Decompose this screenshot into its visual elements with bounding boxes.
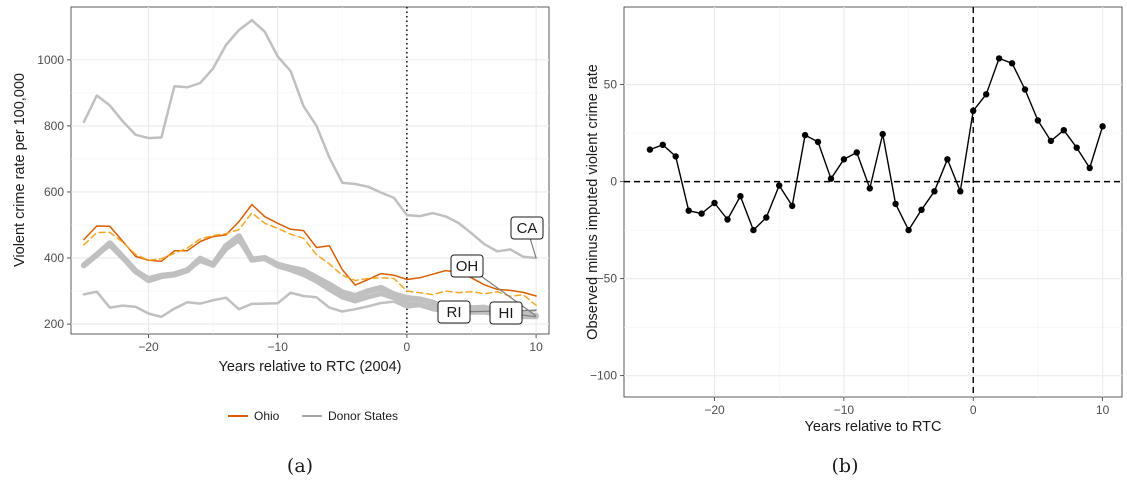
data-point	[698, 210, 705, 217]
y-tick-label: 200	[44, 317, 64, 331]
data-point	[853, 149, 860, 156]
data-point	[840, 156, 848, 163]
x-tick-label: 10	[1096, 403, 1110, 417]
data-point	[1008, 60, 1016, 67]
data-point	[724, 216, 731, 223]
panel-b-caption: (b)	[832, 455, 859, 477]
data-point	[1047, 137, 1055, 145]
data-point	[892, 200, 899, 208]
data-point	[1021, 86, 1029, 93]
panel-a-frame	[70, 6, 550, 335]
panel-a-legend: Ohio Donor States	[228, 409, 398, 423]
label-box-ca	[510, 216, 544, 240]
data-point	[866, 185, 873, 192]
y-tick-label: −100	[590, 369, 617, 383]
label-box-ri	[437, 300, 471, 324]
data-point	[970, 107, 977, 115]
y-tick-label: 1000	[37, 53, 64, 67]
panel-a-ticks: −20 −10 0 10 200 400 600 800 1000	[37, 53, 543, 354]
data-point	[789, 202, 796, 210]
panel-b-y-axis-title: Observed minus imputed violent crime rat…	[585, 64, 601, 340]
data-point	[737, 193, 744, 200]
data-point	[918, 206, 925, 213]
data-point	[750, 226, 757, 234]
label-text-ri: RI	[447, 304, 462, 321]
data-point	[957, 188, 964, 195]
y-tick-label: 50	[604, 78, 618, 92]
data-point	[814, 138, 822, 146]
legend-label-0: Ohio	[254, 409, 280, 423]
data-point	[931, 188, 938, 195]
label-box-oh	[450, 254, 484, 278]
panel-b-points	[646, 55, 1106, 234]
label-text-oh: OH	[456, 258, 479, 275]
data-point	[944, 156, 951, 163]
y-tick-label: −50	[597, 272, 618, 286]
data-point	[1099, 123, 1106, 130]
panel-a-caption: (a)	[287, 455, 313, 477]
panel-a-y-axis-title: Violent crime rate per 100,000	[12, 73, 28, 267]
data-point	[905, 226, 912, 234]
data-point	[1073, 144, 1080, 151]
series-line-gap	[649, 57, 1104, 231]
y-tick-label: 600	[44, 185, 64, 199]
panel-b-reference-lines	[624, 7, 1122, 397]
data-point	[879, 130, 886, 138]
data-point	[776, 182, 783, 189]
data-point	[685, 207, 692, 214]
label-text-ca: CA	[517, 220, 538, 237]
x-tick-label: 0	[404, 340, 411, 354]
panel-b-frame	[623, 6, 1123, 398]
series-line-ca	[82, 18, 538, 260]
data-point	[983, 91, 990, 98]
panel-b-x-axis-title: Years relative to RTC	[804, 419, 941, 435]
x-tick-label: −20	[138, 340, 159, 354]
data-point	[646, 146, 654, 153]
panel-a-x-axis-title: Years relative to RTC (2004)	[219, 359, 402, 375]
data-point	[763, 214, 770, 221]
data-point	[827, 175, 835, 182]
x-tick-label: −10	[834, 403, 855, 417]
data-point	[1060, 127, 1068, 134]
data-point	[1086, 164, 1093, 172]
panel-a-annotations: CA OH RI HI	[437, 216, 544, 325]
y-tick-label: 400	[44, 251, 64, 265]
y-tick-label: 800	[44, 119, 64, 133]
x-tick-label: 10	[529, 340, 543, 354]
data-point	[659, 141, 666, 148]
data-point	[995, 55, 1003, 62]
panel-b-series	[649, 57, 1104, 231]
panel-a: CA OH RI HI −20 −10 0 10 200 400 600 800 1000 Years…	[12, 6, 550, 477]
legend-label-1: Donor States	[328, 409, 398, 423]
data-point	[672, 153, 679, 160]
data-point	[711, 199, 718, 207]
series-line-ohio-imputed	[83, 212, 537, 307]
label-text-hi: HI	[499, 305, 514, 322]
x-tick-label: 0	[970, 403, 977, 417]
label-box-hi	[489, 301, 523, 325]
data-point	[801, 131, 809, 139]
data-point	[1034, 117, 1042, 124]
y-tick-label: 0	[610, 175, 617, 189]
x-tick-label: −20	[704, 403, 725, 417]
x-tick-label: −10	[268, 340, 289, 354]
